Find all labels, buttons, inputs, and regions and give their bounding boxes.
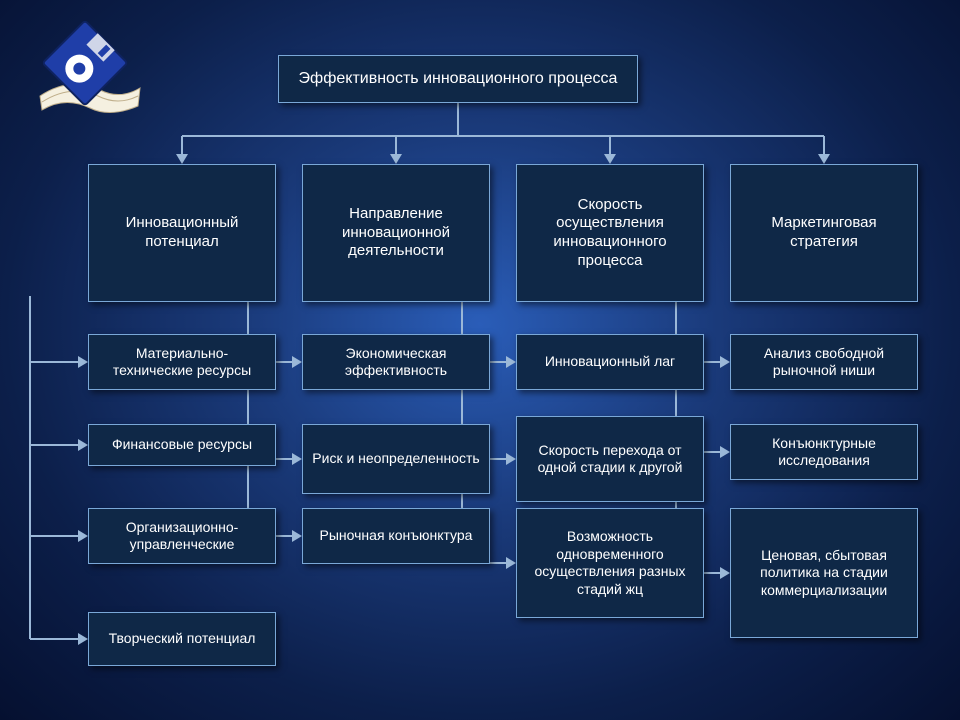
branch-box-3-label: Маркетинговая стратегия	[739, 214, 909, 252]
branch-box-0: Инновационный потенциал	[88, 164, 276, 302]
item-box-1-2: Рыночная конъюнктура	[302, 508, 490, 564]
item-box-3-0: Анализ свободной рыночной ниши	[730, 334, 918, 390]
item-box-3-0-label: Анализ свободной рыночной ниши	[739, 345, 909, 380]
item-box-1-1: Риск и неопределенность	[302, 424, 490, 494]
item-box-2-1-label: Скорость перехода от одной стадии к друг…	[525, 442, 695, 477]
item-box-0-2-label: Организационно-управленческие	[97, 519, 267, 554]
branch-box-2: Скорость осуществления инновационного пр…	[516, 164, 704, 302]
item-box-3-2-label: Ценовая, сбытовая политика на стадии ком…	[739, 547, 909, 600]
branch-box-0-label: Инновационный потенциал	[97, 214, 267, 252]
item-box-0-1: Финансовые ресурсы	[88, 424, 276, 466]
item-box-2-0: Инновационный лаг	[516, 334, 704, 390]
item-box-1-1-label: Риск и неопределенность	[312, 450, 479, 468]
item-box-2-2: Возможность одновременного осуществления…	[516, 508, 704, 618]
item-box-3-1: Конъюнктурные исследования	[730, 424, 918, 480]
item-box-0-3: Творческий потенциал	[88, 612, 276, 666]
item-box-2-0-label: Инновационный лаг	[545, 353, 675, 371]
item-box-3-1-label: Конъюнктурные исследования	[739, 435, 909, 470]
branch-box-1: Направление инновационной деятельности	[302, 164, 490, 302]
item-box-1-0: Экономическая эффективность	[302, 334, 490, 390]
item-box-0-3-label: Творческий потенциал	[109, 630, 256, 648]
item-box-3-2: Ценовая, сбытовая политика на стадии ком…	[730, 508, 918, 638]
item-box-0-0: Материально-технические ресурсы	[88, 334, 276, 390]
branch-box-2-label: Скорость осуществления инновационного пр…	[525, 196, 695, 271]
branch-box-3: Маркетинговая стратегия	[730, 164, 918, 302]
root-box-label: Эффективность инновационного процесса	[299, 69, 618, 89]
root-box: Эффективность инновационного процесса	[278, 55, 638, 103]
item-box-0-0-label: Материально-технические ресурсы	[97, 345, 267, 380]
item-box-2-1: Скорость перехода от одной стадии к друг…	[516, 416, 704, 502]
item-box-1-2-label: Рыночная конъюнктура	[320, 527, 473, 545]
item-box-0-1-label: Финансовые ресурсы	[112, 436, 252, 454]
item-box-2-2-label: Возможность одновременного осуществления…	[525, 528, 695, 598]
item-box-1-0-label: Экономическая эффективность	[311, 345, 481, 380]
item-box-0-2: Организационно-управленческие	[88, 508, 276, 564]
branch-box-1-label: Направление инновационной деятельности	[311, 205, 481, 261]
